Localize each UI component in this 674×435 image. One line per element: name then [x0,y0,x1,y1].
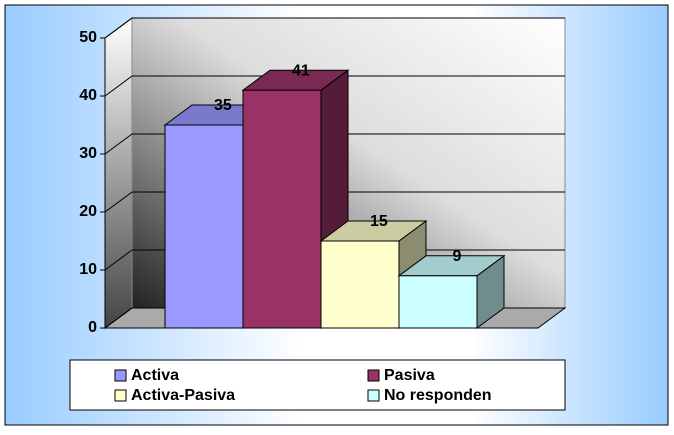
legend-swatch [114,389,127,402]
data-label: 15 [370,213,388,230]
bar [242,89,322,329]
legend-label: Activa-Pasiva [131,387,235,404]
grid-line [104,249,133,271]
legend-label: Activa [131,367,179,384]
grid-line [104,191,133,213]
legend-swatch [367,389,380,402]
grid-line [104,307,133,329]
y-tick-label: 20 [79,203,97,220]
bar [164,124,244,329]
bar [398,275,478,329]
data-label: 9 [452,248,461,265]
legend-swatch [367,369,380,382]
side-wall [104,17,133,329]
y-tick-label: 40 [79,87,97,104]
grid-line [104,75,133,97]
y-tick-label: 10 [79,261,97,278]
legend-swatch [114,369,127,382]
legend-label: Pasiva [384,367,435,384]
y-tick-label: 50 [79,29,97,46]
data-label: 35 [214,97,232,114]
y-tick-label: 30 [79,145,97,162]
grid-line [104,17,133,39]
bar [320,240,400,329]
data-label: 41 [292,62,310,79]
legend-box [69,359,566,411]
grid-line [104,133,133,155]
y-tick-label: 0 [88,319,97,336]
legend-label: No responden [384,387,492,404]
